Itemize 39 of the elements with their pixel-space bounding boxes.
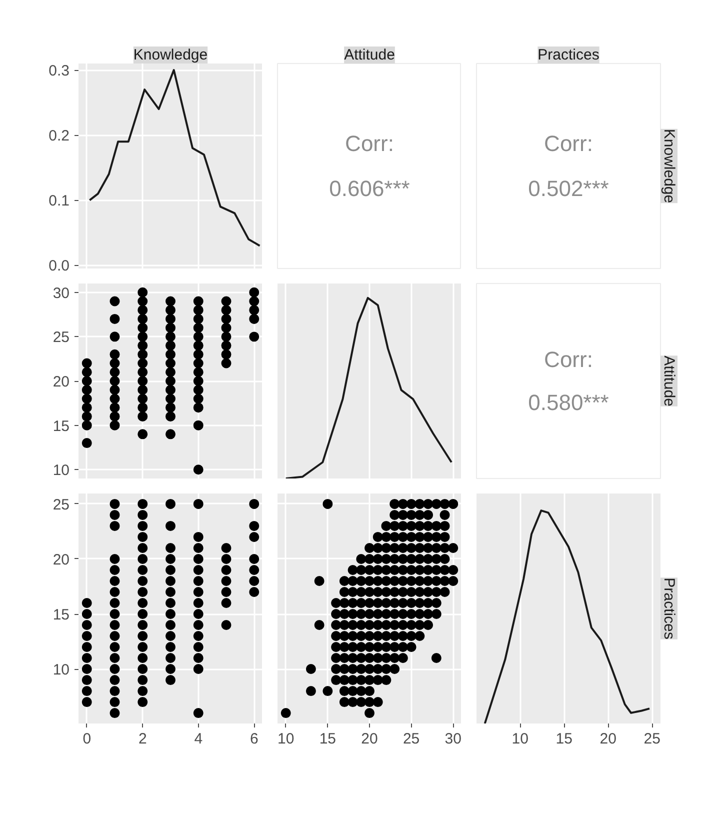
y-tick-label: 10 <box>52 462 70 480</box>
text: Knowledge <box>660 128 678 204</box>
x-tick-label: 0 <box>82 730 92 748</box>
x-tick-label: 4 <box>194 730 203 748</box>
y-tick-label: 20 <box>52 551 70 568</box>
line-series <box>88 69 261 247</box>
text: Attitude <box>660 356 678 406</box>
x-tick-label: 10 <box>278 730 294 748</box>
y-tick-label: 25 <box>52 329 70 346</box>
y-tick-label: 0.1 <box>48 192 70 210</box>
x-tick-label: 30 <box>444 730 462 748</box>
y-tick-label: 10 <box>52 662 70 679</box>
x-tick-label: 15 <box>319 730 336 748</box>
x-tick-label: 20 <box>361 730 378 748</box>
x-tick-label: 6 <box>250 730 258 748</box>
y-tick-label: 0.3 <box>48 62 70 80</box>
y-tick-label: 0.2 <box>48 128 70 145</box>
y-tick-label: 30 <box>52 284 70 302</box>
y-tick-label: 15 <box>52 418 70 435</box>
text: 0.606*** <box>329 176 410 202</box>
x-tick-label: 15 <box>556 730 572 748</box>
text: Corr: <box>544 130 593 156</box>
x-tick-label: 25 <box>644 730 660 748</box>
y2-axis-title: Practices <box>660 578 678 640</box>
text: 0.502*** <box>528 176 610 202</box>
text: Attitude <box>344 46 395 64</box>
x-tick-label: 2 <box>138 730 147 748</box>
text: 0.580*** <box>528 390 610 415</box>
chart-title: Knowledge <box>133 46 208 64</box>
x-tick-label: 10 <box>512 730 528 748</box>
y-tick-label: 25 <box>52 496 70 514</box>
text: Corr: <box>345 130 394 156</box>
x-tick-label: 25 <box>402 730 420 748</box>
x-tick-label: 20 <box>600 730 616 748</box>
y-tick-label: 15 <box>52 606 70 624</box>
text: Practices <box>538 46 600 64</box>
y-tick-label: 20 <box>52 374 70 390</box>
y-tick-label: 0.0 <box>48 258 70 275</box>
text: Corr: <box>544 347 593 372</box>
